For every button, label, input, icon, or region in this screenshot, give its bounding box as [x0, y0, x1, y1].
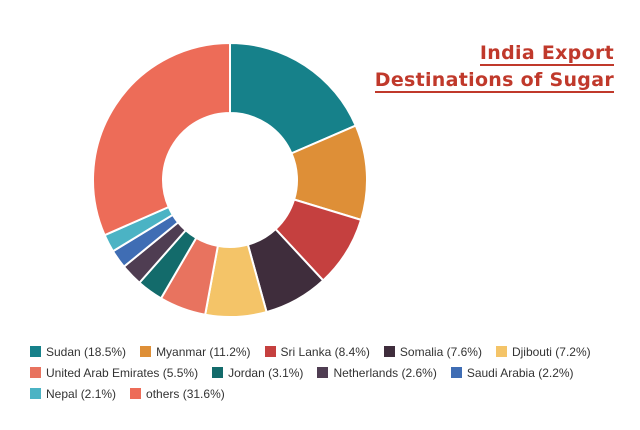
legend-label-6: Jordan (3.1%): [228, 365, 304, 380]
legend-label-7: Netherlands (2.6%): [333, 365, 437, 380]
legend-label-1: Myanmar (11.2%): [156, 344, 251, 359]
legend-label-8: Saudi Arabia (2.2%): [466, 365, 574, 380]
chart-legend: Sudan (18.5%) Myanmar (11.2%) Sri Lanka (8…: [30, 343, 630, 402]
legend-swatch-8: [450, 367, 462, 378]
legend-label-5: United Arab Emirates (5.5%): [46, 365, 199, 380]
legend-label-3: Somalia (7.6%): [399, 344, 482, 359]
legend-item-4: Djibouti (7.2%): [495, 343, 591, 360]
legend-item-7: Netherlands (2.6%): [317, 364, 437, 381]
legend-swatch-9: [30, 388, 41, 399]
legend-swatch-2: [264, 346, 276, 357]
legend-swatch-3: [383, 346, 395, 357]
legend-swatch-7: [317, 367, 329, 378]
legend-item-3: Somalia (7.6%): [383, 343, 482, 360]
legend-item-8: Saudi Arabia (2.2%): [450, 364, 574, 381]
legend-item-9: Nepal (2.1%): [30, 385, 116, 402]
legend-item-1: Myanmar (11.2%): [140, 343, 251, 360]
legend-label-9: Nepal (2.1%): [46, 386, 117, 401]
legend-swatch-4: [495, 346, 507, 357]
legend-swatch-6: [212, 367, 224, 378]
legend-swatch-10: [130, 388, 142, 399]
legend-item-5: United Arab Emirates (5.5%): [30, 364, 198, 381]
chart-title-line-1: India Export: [479, 42, 614, 66]
legend-item-0: Sudan (18.5%): [30, 343, 126, 360]
legend-label-0: Sudan (18.5%): [46, 344, 127, 359]
legend-swatch-5: [30, 367, 41, 378]
chart-title-line-2: Destinations of Sugar: [374, 69, 614, 93]
legend-label-10: others (31.6%): [146, 386, 225, 401]
legend-label-2: Sri Lanka (8.4%): [280, 344, 370, 359]
legend-item-6: Jordan (3.1%): [212, 364, 303, 381]
legend-label-4: Djibouti (7.2%): [511, 344, 591, 359]
legend-swatch-0: [30, 346, 41, 357]
legend-item-2: Sri Lanka (8.4%): [264, 343, 370, 360]
chart-title: India Export Destinations of Sugar: [374, 40, 614, 94]
legend-swatch-1: [140, 346, 152, 357]
legend-item-10: others (31.6%): [130, 385, 225, 402]
donut-slice-10: [92, 41, 231, 237]
donut-slice-0: [229, 41, 358, 155]
